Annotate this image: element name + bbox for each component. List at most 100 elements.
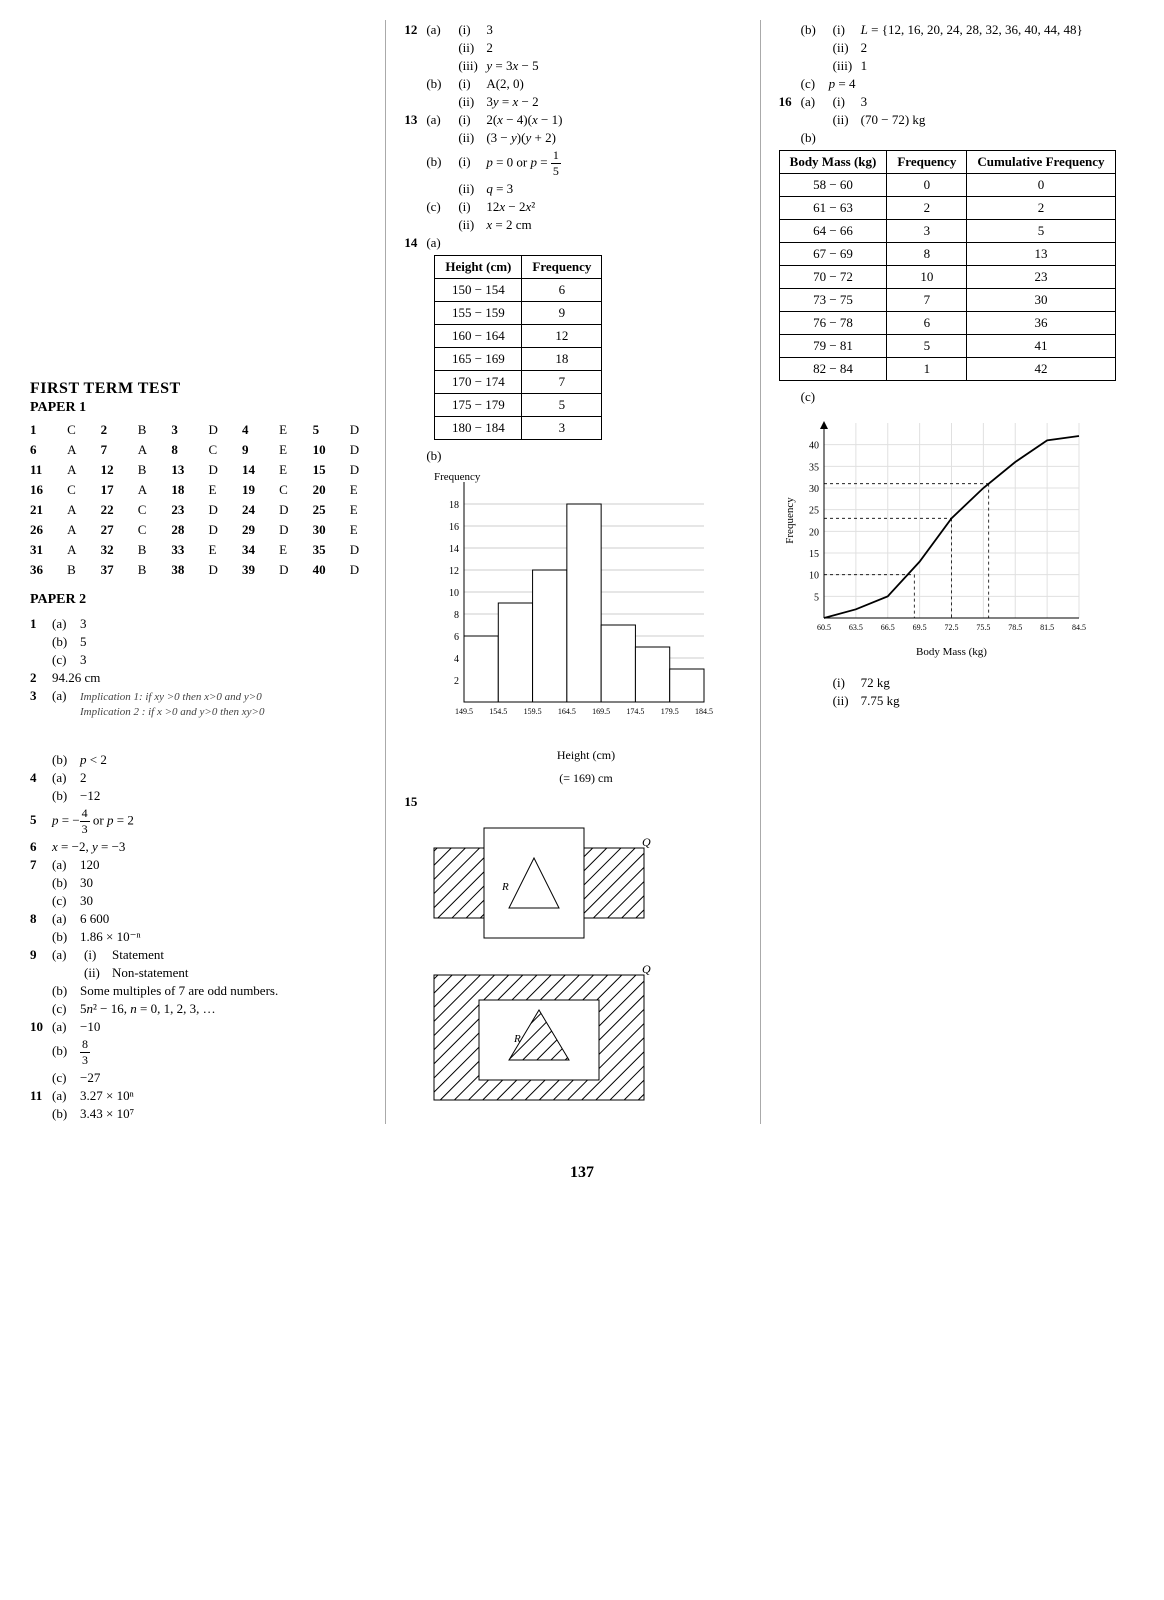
svg-text:66.5: 66.5 — [880, 623, 894, 632]
svg-text:15: 15 — [809, 549, 819, 560]
answer-letter: A — [67, 442, 91, 458]
svg-text:10: 10 — [809, 571, 819, 582]
table-row: 58 − 6000 — [779, 174, 1115, 197]
table-cell: 6 — [522, 279, 602, 302]
answer-qnum: 13 — [171, 462, 198, 478]
answer-letter: E — [350, 502, 374, 518]
ogive-svg: 40353025201510560.563.566.569.572.575.57… — [779, 413, 1089, 663]
svg-text:30: 30 — [809, 484, 819, 495]
answer-qnum: 36 — [30, 562, 57, 578]
q16aii: (70 − 72) kg — [861, 112, 1122, 128]
svg-text:12: 12 — [449, 566, 459, 577]
q8a: 6 600 — [80, 911, 373, 927]
answer-letter: E — [208, 542, 232, 558]
table-header: Cumulative Frequency — [967, 151, 1115, 174]
answer-letter: C — [67, 422, 91, 438]
table-cell: 61 − 63 — [779, 197, 887, 220]
answer-letter: E — [279, 442, 303, 458]
q13bii: q = 3 — [486, 181, 747, 197]
ogive-chart: 40353025201510560.563.566.569.572.575.57… — [779, 413, 1122, 667]
answer-letter: C — [208, 442, 232, 458]
q1a: 3 — [80, 616, 373, 632]
table-row: 180 − 1843 — [435, 417, 602, 440]
table-row: 70 − 721023 — [779, 266, 1115, 289]
q3a-imp2: Implication 2 : if x >0 and y>0 then xy>… — [80, 706, 373, 718]
answer-qnum: 10 — [313, 442, 340, 458]
answer-qnum: 3 — [171, 422, 198, 438]
svg-text:149.5: 149.5 — [455, 707, 473, 716]
q16b-label: (b) — [801, 130, 829, 146]
svg-text:60.5: 60.5 — [817, 623, 831, 632]
answer-qnum: 4 — [242, 422, 269, 438]
answer-qnum: 5 — [313, 422, 340, 438]
table-cell: 70 − 72 — [779, 266, 887, 289]
answer-qnum: 8 — [171, 442, 198, 458]
svg-text:84.5: 84.5 — [1072, 623, 1086, 632]
diagram-15-a: R Q — [424, 818, 747, 952]
table-row: 67 − 69813 — [779, 243, 1115, 266]
table-cell: 36 — [967, 312, 1115, 335]
table-cell: 0 — [887, 174, 967, 197]
table-header: Frequency — [887, 151, 967, 174]
svg-text:20: 20 — [809, 527, 819, 538]
q15bii: 2 — [861, 40, 1122, 56]
answer-qnum: 40 — [313, 562, 340, 578]
answer-letter: A — [67, 542, 91, 558]
answer-letter: E — [279, 542, 303, 558]
q15c: p = 4 — [829, 76, 1122, 92]
q6: x = −2, y = −3 — [52, 839, 373, 855]
svg-text:Q: Q — [642, 835, 651, 849]
q9c: 5n² − 16, n = 0, 1, 2, 3, … — [80, 1001, 373, 1017]
table-cell: 160 − 164 — [435, 325, 522, 348]
q13cii: x = 2 cm — [486, 217, 747, 233]
answer-qnum: 20 — [313, 482, 340, 498]
table-cell: 8 — [887, 243, 967, 266]
table-cell: 2 — [967, 197, 1115, 220]
answer-qnum: 1 — [30, 422, 57, 438]
table-cell: 3 — [887, 220, 967, 243]
q14b-mode: (= 169) cm — [424, 771, 747, 786]
svg-text:184.5: 184.5 — [695, 707, 713, 716]
svg-text:18: 18 — [449, 500, 459, 511]
q8b: 1.86 × 10⁻ⁿ — [80, 929, 373, 945]
table-row: 82 − 84142 — [779, 358, 1115, 381]
table-row: 155 − 1599 — [435, 302, 602, 325]
answer-qnum: 27 — [101, 522, 128, 538]
paper2-label: PAPER 2 — [30, 592, 373, 608]
answer-qnum: 31 — [30, 542, 57, 558]
q1b: 5 — [80, 634, 373, 650]
answer-letter: E — [279, 422, 303, 438]
answer-letter: E — [208, 482, 232, 498]
q16cii: 7.75 kg — [861, 693, 1122, 709]
answer-qnum: 17 — [101, 482, 128, 498]
table-header: Frequency — [522, 256, 602, 279]
svg-text:Q: Q — [642, 962, 651, 976]
q1c: 3 — [80, 652, 373, 668]
q13ai: 2(x − 4)(x − 1) — [486, 112, 747, 128]
venn-diagram-1: R Q — [424, 818, 654, 948]
table-cell: 9 — [522, 302, 602, 325]
table-row: 73 − 75730 — [779, 289, 1115, 312]
q12aiii: y = 3x − 5 — [486, 58, 747, 74]
svg-text:2: 2 — [454, 676, 459, 687]
answer-letter: B — [138, 562, 162, 578]
answer-qnum: 11 — [30, 462, 57, 478]
svg-text:25: 25 — [809, 506, 819, 517]
svg-text:14: 14 — [449, 544, 459, 555]
answer-qnum: 14 — [242, 462, 269, 478]
answer-letter: E — [350, 482, 374, 498]
paper2-answers: 1(a)3 (b)5 (c)3 294.26 cm 3(a)Implicatio… — [30, 616, 373, 1122]
table-cell: 13 — [967, 243, 1115, 266]
table-body-mass: Body Mass (kg)FrequencyCumulative Freque… — [779, 150, 1116, 381]
table-cell: 18 — [522, 348, 602, 371]
table-cell: 41 — [967, 335, 1115, 358]
svg-text:78.5: 78.5 — [1008, 623, 1022, 632]
svg-text:10: 10 — [449, 588, 459, 599]
q15bi: L = {12, 16, 20, 24, 28, 32, 36, 40, 44,… — [861, 22, 1122, 38]
table-row: 150 − 1546 — [435, 279, 602, 302]
svg-text:5: 5 — [814, 592, 819, 603]
answer-qnum: 32 — [101, 542, 128, 558]
svg-text:63.5: 63.5 — [849, 623, 863, 632]
answer-letter: E — [350, 522, 374, 538]
svg-text:R: R — [501, 881, 509, 893]
